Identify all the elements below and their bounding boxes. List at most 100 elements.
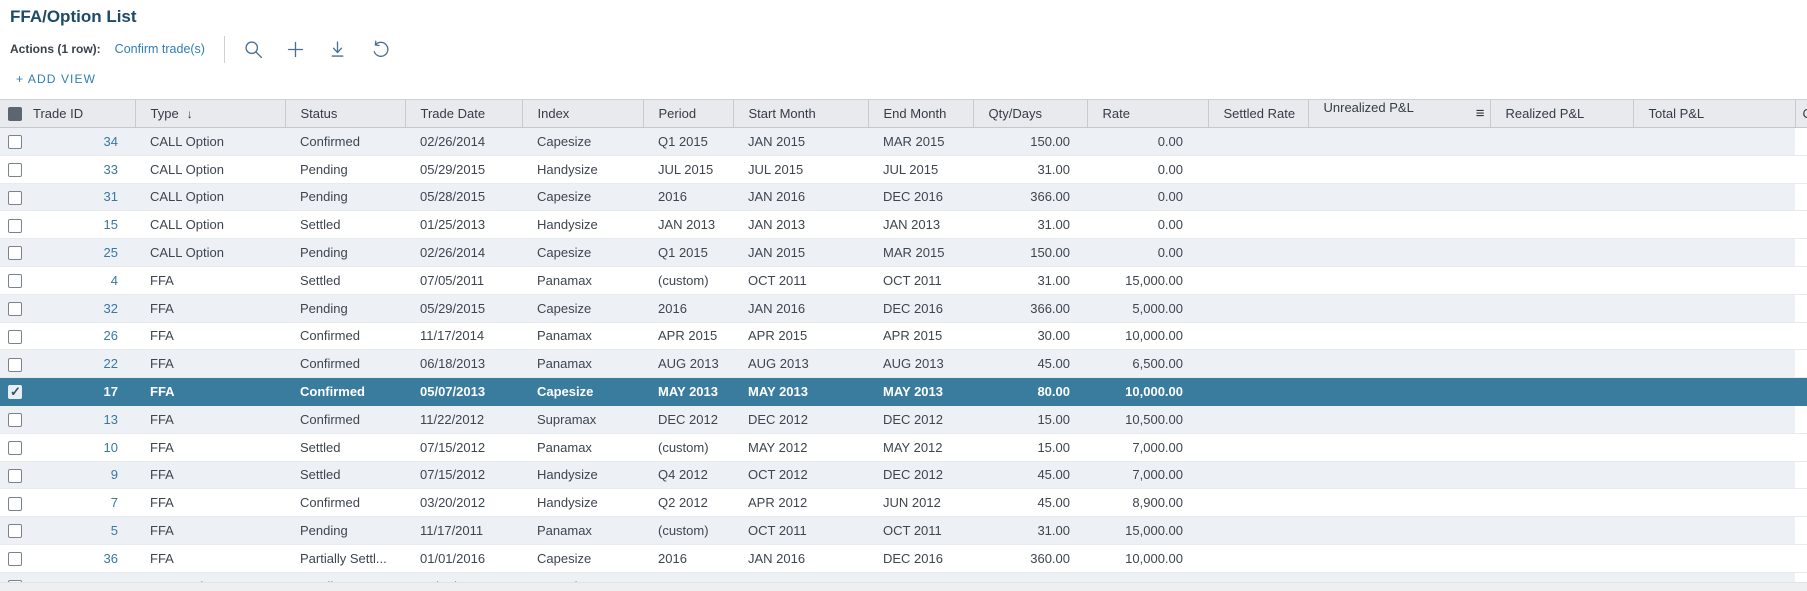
cell-unrealized-pl: [1308, 377, 1490, 406]
cell-total-pl: [1633, 266, 1795, 295]
table-row[interactable]: 32 FFA Pending 05/29/2015 Capesize 2016 …: [0, 294, 1807, 323]
cell-realized-pl: [1490, 433, 1633, 462]
trade-id-link[interactable]: 33: [103, 161, 118, 177]
row-checkbox[interactable]: [8, 440, 22, 455]
cell-clipped: [1795, 405, 1807, 434]
header-type[interactable]: Type ↓: [135, 99, 286, 128]
row-checkbox[interactable]: [8, 135, 22, 150]
trade-id-link[interactable]: 34: [103, 133, 118, 149]
header-settled-rate[interactable]: Settled Rate: [1208, 99, 1309, 128]
table-row[interactable]: 17 FFA Confirmed 05/07/2013 Capesize MAY…: [0, 377, 1807, 406]
trade-id-link[interactable]: 22: [103, 356, 118, 372]
cell-trade-date: 11/17/2011: [405, 516, 522, 545]
trade-id-link[interactable]: 13: [103, 411, 118, 427]
cell-end-month: MAY 2013: [868, 377, 973, 406]
header-qty-days[interactable]: Qty/Days: [973, 99, 1088, 128]
cell-trade-date: 11/17/2014: [405, 322, 522, 351]
row-select-cell: [0, 294, 28, 323]
cell-realized-pl: [1490, 294, 1633, 323]
trade-id-link[interactable]: 7: [110, 495, 118, 511]
row-checkbox[interactable]: [8, 468, 22, 483]
header-unrealized-pl[interactable]: ≡ Unrealized P&L: [1308, 99, 1491, 128]
trade-id-link[interactable]: 10: [103, 439, 118, 455]
table-row[interactable]: 5 FFA Pending 11/17/2011 Panamax (custom…: [0, 516, 1807, 545]
horizontal-scrollbar[interactable]: [0, 582, 1807, 591]
table-row[interactable]: 22 FFA Confirmed 06/18/2013 Panamax AUG …: [0, 349, 1807, 379]
confirm-trades-link[interactable]: Confirm trade(s): [114, 42, 205, 56]
search-button[interactable]: [242, 37, 266, 61]
download-button[interactable]: [326, 37, 350, 61]
cell-start-month: OCT 2012: [733, 461, 868, 490]
trade-id-link[interactable]: 4: [110, 272, 118, 288]
cell-settled-rate: [1208, 127, 1308, 156]
trade-id-link[interactable]: 17: [103, 384, 118, 400]
trade-id-link[interactable]: 9: [110, 467, 118, 483]
row-checkbox[interactable]: [8, 357, 22, 372]
cell-type: FFA: [135, 349, 285, 379]
cell-qty-days: 150.00: [973, 127, 1087, 156]
row-checkbox[interactable]: [8, 162, 22, 177]
table-row[interactable]: 4 FFA Settled 07/05/2011 Panamax (custom…: [0, 266, 1807, 295]
table-row[interactable]: 7 FFA Confirmed 03/20/2012 Handysize Q2 …: [0, 488, 1807, 518]
row-checkbox[interactable]: [8, 301, 22, 316]
table-row[interactable]: 34 CALL Option Confirmed 02/26/2014 Cape…: [0, 127, 1807, 156]
cell-start-month: JAN 2013: [733, 210, 868, 240]
cell-end-month: APR 2015: [868, 322, 973, 351]
trade-id-link[interactable]: 5: [110, 523, 118, 539]
header-status[interactable]: Status: [285, 99, 406, 128]
row-checkbox[interactable]: [8, 524, 22, 539]
cell-unrealized-pl: [1308, 127, 1490, 156]
trade-id-link[interactable]: 25: [103, 245, 118, 261]
header-end-month[interactable]: End Month: [868, 99, 974, 128]
cell-qty-days: 45.00: [973, 488, 1087, 518]
table-row[interactable]: 25 CALL Option Pending 02/26/2014 Capesi…: [0, 238, 1807, 267]
table-row[interactable]: 9 FFA Settled 07/15/2012 Handysize Q4 20…: [0, 461, 1807, 490]
cell-total-pl: [1633, 405, 1795, 434]
header-total-pl[interactable]: Total P&L: [1633, 99, 1796, 128]
header-trade-id[interactable]: Trade ID: [28, 99, 136, 128]
table-row[interactable]: 15 CALL Option Settled 01/25/2013 Handys…: [0, 210, 1807, 240]
header-period[interactable]: Period: [643, 99, 734, 128]
select-all-checkbox[interactable]: [8, 107, 22, 122]
trade-id-link[interactable]: 36: [103, 550, 118, 566]
row-checkbox[interactable]: [8, 218, 22, 233]
trade-id-link[interactable]: 31: [103, 189, 118, 205]
cell-total-pl: [1633, 322, 1795, 351]
header-trade-date[interactable]: Trade Date: [405, 99, 523, 128]
cell-settled-rate: [1208, 433, 1308, 462]
trade-id-link[interactable]: 15: [103, 217, 118, 233]
cell-rate: 0.00: [1087, 210, 1208, 240]
row-checkbox[interactable]: [8, 496, 22, 511]
cell-settled-rate: [1208, 377, 1308, 406]
header-start-month[interactable]: Start Month: [733, 99, 869, 128]
table-row[interactable]: 31 CALL Option Pending 05/28/2015 Capesi…: [0, 183, 1807, 212]
row-checkbox[interactable]: [8, 413, 22, 428]
add-button[interactable]: [284, 37, 308, 61]
trade-id-link[interactable]: 32: [103, 300, 118, 316]
row-checkbox[interactable]: [8, 246, 22, 261]
table-row[interactable]: 26 FFA Confirmed 11/17/2014 Panamax APR …: [0, 322, 1807, 351]
cell-status: Pending: [285, 155, 405, 184]
row-checkbox[interactable]: [8, 384, 22, 400]
table-row[interactable]: 36 FFA Partially Settl... 01/01/2016 Cap…: [0, 544, 1807, 573]
header-realized-pl[interactable]: Realized P&L: [1490, 99, 1634, 128]
header-rate[interactable]: Rate: [1087, 99, 1209, 128]
header-index[interactable]: Index: [522, 99, 644, 128]
cell-rate: 5,000.00: [1087, 294, 1208, 323]
row-checkbox[interactable]: [8, 552, 22, 567]
cell-trade-date: 07/15/2012: [405, 461, 522, 490]
cell-trade-id: 13: [28, 405, 135, 434]
row-checkbox[interactable]: [8, 190, 22, 205]
trade-id-link[interactable]: 26: [103, 328, 118, 344]
row-checkbox[interactable]: [8, 329, 22, 344]
header-clipped-column[interactable]: C: [1795, 99, 1807, 128]
undo-button[interactable]: [368, 37, 392, 61]
table-row[interactable]: 13 FFA Confirmed 11/22/2012 Supramax DEC…: [0, 405, 1807, 434]
row-select-cell: [0, 155, 28, 184]
table-row[interactable]: 10 FFA Settled 07/15/2012 Panamax (custo…: [0, 433, 1807, 462]
table-row[interactable]: 33 CALL Option Pending 05/29/2015 Handys…: [0, 155, 1807, 184]
row-checkbox[interactable]: [8, 274, 22, 289]
add-view-link[interactable]: + ADD VIEW: [16, 72, 97, 86]
cell-end-month: MAR 2015: [868, 127, 973, 156]
column-menu-icon[interactable]: ≡: [1475, 105, 1485, 122]
